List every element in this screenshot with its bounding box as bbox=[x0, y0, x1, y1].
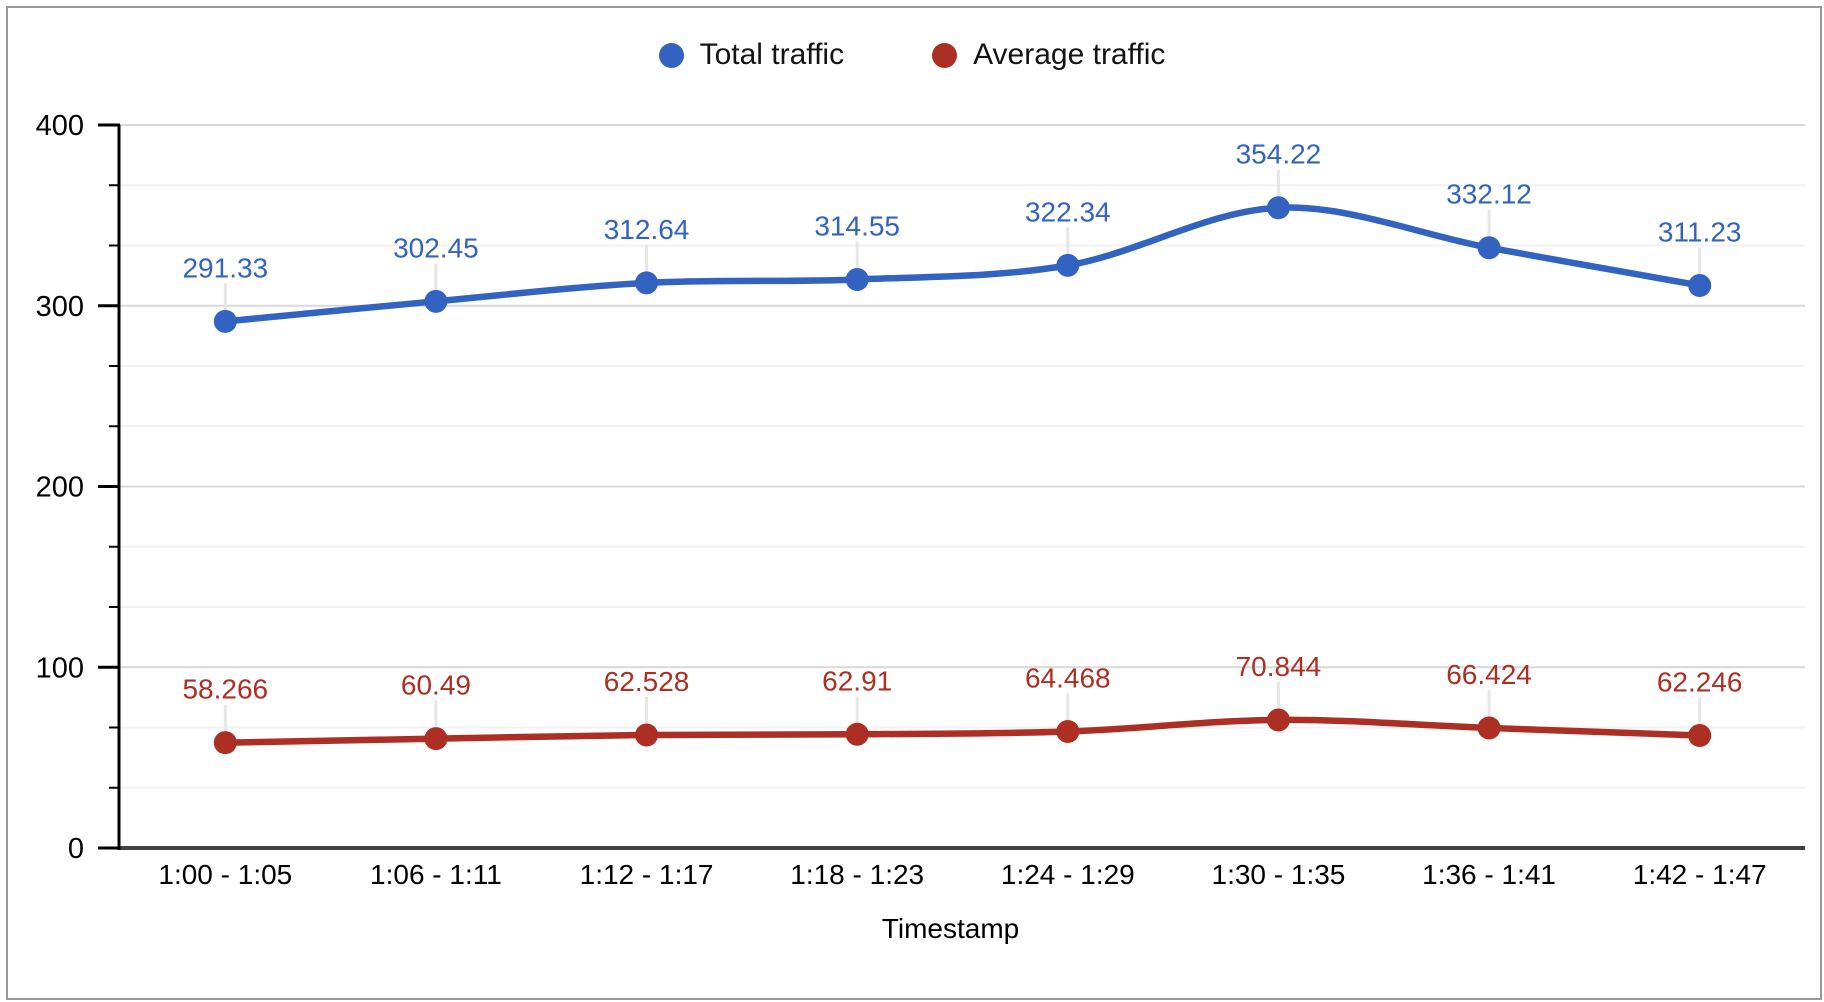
data-point-average-traffic[interactable] bbox=[1688, 723, 1712, 747]
data-point-total-traffic[interactable] bbox=[1477, 236, 1501, 260]
legend-label-average-traffic: Average traffic bbox=[973, 38, 1166, 71]
legend: Total traffic Average traffic bbox=[0, 36, 1824, 74]
y-tick-label: 0 bbox=[68, 833, 84, 865]
legend-item-total-traffic[interactable]: Total traffic bbox=[658, 38, 845, 72]
data-point-label-average-traffic: 62.246 bbox=[1657, 666, 1743, 697]
x-tick-label: 1:00 - 1:05 bbox=[158, 859, 292, 890]
data-point-label-average-traffic: 58.266 bbox=[182, 674, 268, 705]
x-tick-label: 1:42 - 1:47 bbox=[1633, 859, 1767, 890]
data-point-average-traffic[interactable] bbox=[424, 727, 448, 751]
x-tick-label: 1:30 - 1:35 bbox=[1212, 859, 1346, 890]
data-point-total-traffic[interactable] bbox=[1266, 196, 1290, 220]
data-point-label-average-traffic: 62.91 bbox=[822, 665, 892, 696]
x-tick-label: 1:36 - 1:41 bbox=[1422, 859, 1556, 890]
data-point-total-traffic[interactable] bbox=[424, 289, 448, 313]
y-tick-label: 100 bbox=[36, 652, 84, 684]
data-point-average-traffic[interactable] bbox=[213, 731, 237, 755]
x-tick-label: 1:12 - 1:17 bbox=[580, 859, 714, 890]
y-tick-label: 400 bbox=[36, 110, 84, 142]
data-point-label-total-traffic: 311.23 bbox=[1658, 216, 1742, 247]
data-point-label-total-traffic: 302.45 bbox=[393, 232, 479, 263]
chart-frame bbox=[6, 6, 1822, 1000]
data-point-average-traffic[interactable] bbox=[845, 722, 869, 746]
data-point-label-total-traffic: 332.12 bbox=[1446, 179, 1532, 210]
data-point-total-traffic[interactable] bbox=[1056, 253, 1080, 277]
data-point-average-traffic[interactable] bbox=[1056, 719, 1080, 743]
x-axis-title: Timestamp bbox=[882, 913, 1019, 944]
series-line-average-traffic bbox=[222, 716, 1703, 746]
legend-dot-average-traffic bbox=[932, 42, 958, 68]
data-point-label-average-traffic: 62.528 bbox=[604, 666, 690, 697]
data-point-label-total-traffic: 322.34 bbox=[1025, 196, 1111, 227]
legend-label-total-traffic: Total traffic bbox=[699, 38, 845, 71]
data-point-label-total-traffic: 312.64 bbox=[604, 214, 690, 245]
y-tick-label: 300 bbox=[36, 291, 84, 323]
x-tick-label: 1:18 - 1:23 bbox=[790, 859, 924, 890]
data-point-label-average-traffic: 66.424 bbox=[1446, 659, 1532, 690]
data-point-label-total-traffic: 354.22 bbox=[1236, 139, 1322, 170]
data-point-total-traffic[interactable] bbox=[213, 309, 237, 333]
data-point-label-average-traffic: 60.49 bbox=[401, 670, 471, 701]
data-point-average-traffic[interactable] bbox=[635, 723, 659, 747]
legend-item-average-traffic[interactable]: Average traffic bbox=[932, 38, 1165, 72]
data-point-average-traffic[interactable] bbox=[1477, 716, 1501, 740]
x-tick-label: 1:06 - 1:11 bbox=[370, 859, 502, 890]
data-point-total-traffic[interactable] bbox=[635, 271, 659, 295]
data-point-total-traffic[interactable] bbox=[1688, 273, 1712, 297]
y-tick-label: 200 bbox=[36, 472, 84, 504]
data-point-average-traffic[interactable] bbox=[1266, 708, 1290, 732]
data-point-label-average-traffic: 64.468 bbox=[1025, 662, 1111, 693]
data-point-label-total-traffic: 291.33 bbox=[182, 252, 268, 283]
x-tick-label: 1:24 - 1:29 bbox=[1001, 859, 1135, 890]
data-point-label-total-traffic: 314.55 bbox=[814, 210, 900, 241]
series-line-total-traffic bbox=[222, 204, 1703, 325]
legend-dot-total-traffic bbox=[658, 42, 684, 68]
data-point-label-average-traffic: 70.844 bbox=[1236, 651, 1322, 682]
data-point-total-traffic[interactable] bbox=[845, 267, 869, 291]
